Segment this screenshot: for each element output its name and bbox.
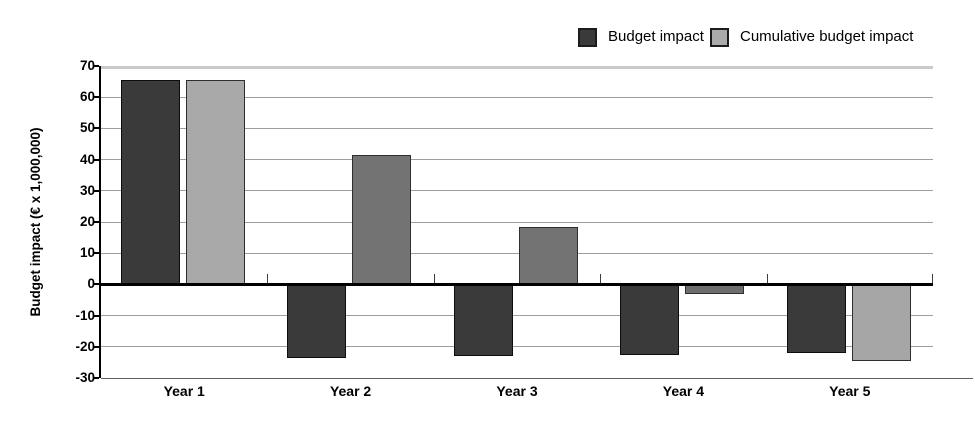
x-label-year-2: Year 2 [329,383,372,399]
y-axis-tick-70 [93,65,99,67]
y-tick-label-30: 30 [79,182,95,198]
bar-budget-impact-year-1 [121,80,180,285]
category-boundary-tick [766,274,768,284]
category-boundary-tick [433,274,435,284]
y-tick-label--30: -30 [75,370,95,385]
y-tick-label-50: 50 [79,120,95,136]
bar-cumulative-budget-impact-year-1 [186,80,245,285]
category-boundary-tick [600,274,602,284]
y-tick-label-40: 40 [79,151,95,167]
y-axis-tick-60 [93,96,99,99]
y-axis-tick-40 [93,158,99,161]
zero-axis-line [101,283,933,287]
gridline--20 [101,346,933,348]
y-axis-tick--30 [93,377,99,379]
gridline-30 [101,190,933,192]
x-label-year-4: Year 4 [662,383,705,399]
y-axis-tick--20 [93,345,99,348]
bar-budget-impact-year-2 [287,284,347,358]
y-tick-label-0: 0 [87,276,95,292]
x-label-year-3: Year 3 [496,383,538,399]
bar-cumulative-budget-impact-year-5 [851,284,911,361]
y-axis-tick-30 [93,189,99,192]
y-axis-line [99,66,101,378]
gridline-20 [101,221,933,223]
y-tick-label-10: 10 [79,245,95,261]
y-tick-label-70: 70 [79,58,95,73]
y-axis-tick--10 [93,314,99,317]
legend-label-cumulative-budget-impact: Cumulative budget impact [740,28,914,45]
category-boundary-tick [932,274,933,284]
category-boundary-tick [267,274,269,284]
gridline-70 [101,66,933,69]
x-label-year-1: Year 1 [163,383,205,399]
legend-label-budget-impact: Budget impact [608,28,704,45]
bar-budget-impact-year-5 [786,284,846,354]
gridline-40 [101,159,933,161]
y-axis-tick-10 [93,252,99,255]
x-label-year-5: Year 5 [829,383,871,399]
gridline-50 [101,127,933,129]
y-axis-tick-20 [93,221,99,223]
legend-item-cumulative-budget-impact: Cumulative budget impact [710,27,913,47]
gridline-10 [101,252,933,254]
y-tick-label--20: -20 [75,338,95,354]
legend-swatch-budget-impact [578,27,597,47]
y-axis-tick-50 [93,127,99,130]
y-tick-label-20: 20 [79,214,95,229]
y-axis-tick-0 [93,283,99,286]
y-tick-label-60: 60 [79,89,95,105]
bar-budget-impact-year-4 [620,284,680,355]
plot-area [93,65,973,379]
legend-item-budget-impact: Budget impact [578,27,704,47]
bar-cumulative-budget-impact-year-3 [518,226,578,285]
bar-budget-impact-year-3 [453,284,513,357]
legend-swatch-cumulative-budget-impact [710,27,729,47]
gridline--30 [101,377,973,379]
gridline--10 [101,315,933,317]
bar-cumulative-budget-impact-year-2 [352,154,412,285]
y-tick-label--10: -10 [75,307,95,323]
gridline-60 [101,96,933,98]
